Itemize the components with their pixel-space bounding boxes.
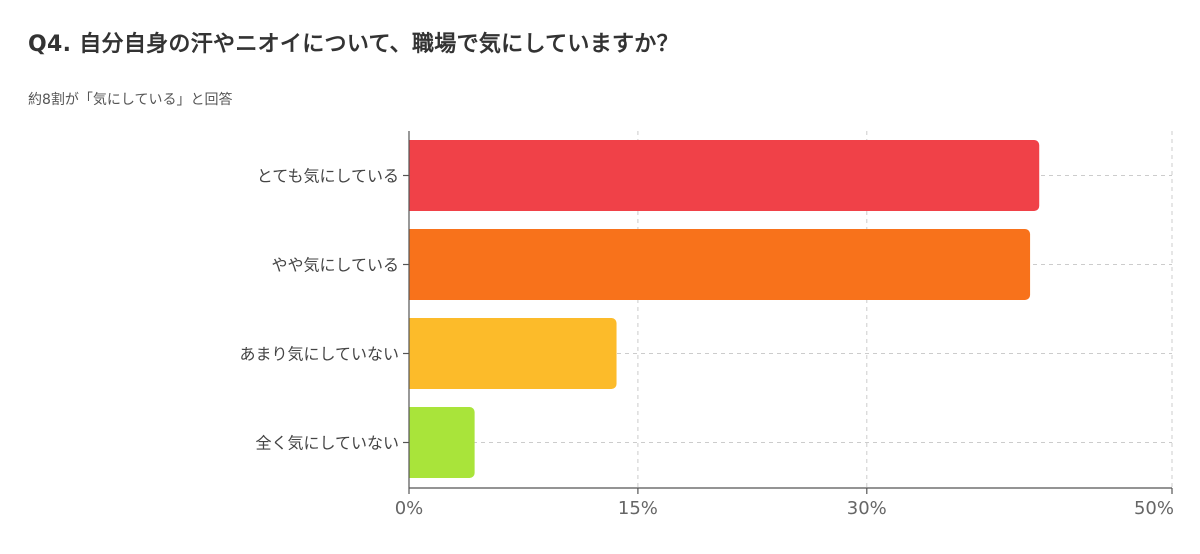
bar-base (409, 407, 415, 478)
bar-base (409, 318, 415, 389)
category-label: やや気にしている (271, 256, 399, 275)
x-tick-label: 50% (1134, 498, 1174, 519)
x-tick-label: 15% (618, 498, 658, 519)
x-tick-label: 30% (847, 498, 887, 519)
bar (409, 229, 1031, 300)
bar-base (409, 229, 415, 300)
x-tick-label: 0% (395, 498, 424, 519)
category-label: 全く気にしていない (255, 434, 399, 453)
chart-title: Q4. 自分自身の汗やニオイについて、職場で気にしていますか？ (28, 32, 679, 57)
bar (409, 318, 617, 389)
bar-base (409, 140, 415, 211)
bars (409, 140, 1040, 478)
bar (409, 140, 1040, 211)
axes (403, 131, 1173, 494)
chart-subtitle: 約8割が「気にしている」と回答 (28, 92, 233, 108)
category-label: あまり気にしていない (239, 345, 399, 364)
category-label: とても気にしている (257, 167, 399, 186)
bar (409, 407, 475, 478)
